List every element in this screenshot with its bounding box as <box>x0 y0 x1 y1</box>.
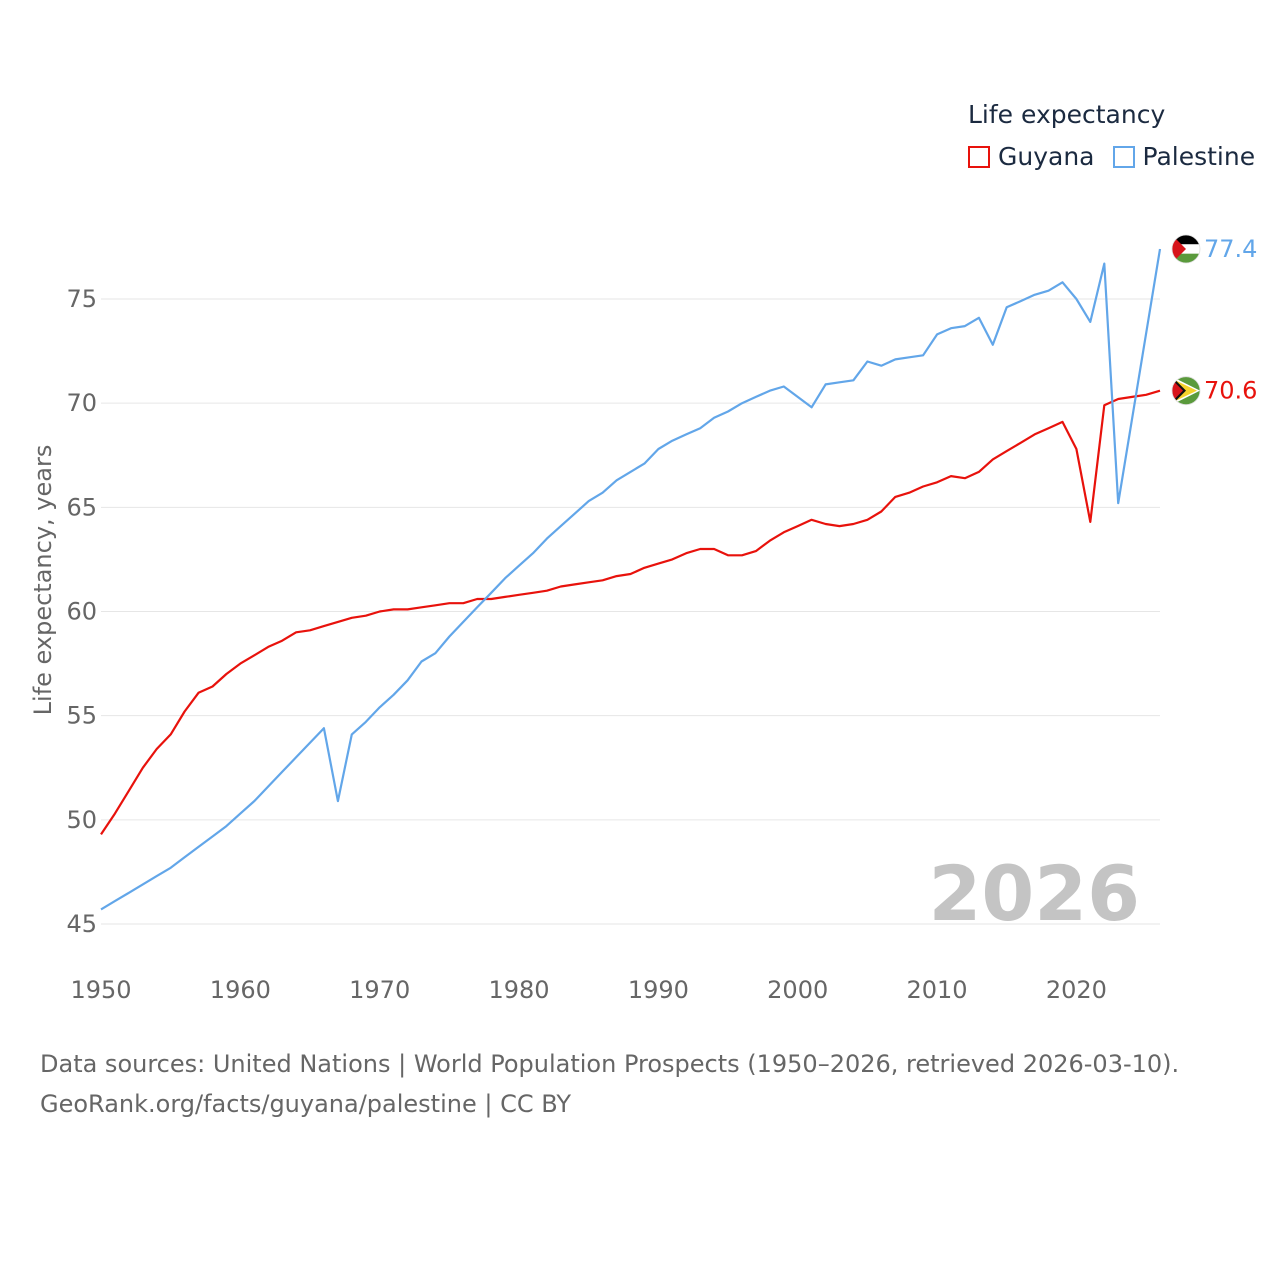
x-tick-1950: 1950 <box>70 976 131 1004</box>
end-label-guyana: 70.6 <box>1204 377 1257 405</box>
y-axis-label: Life expectancy, years <box>29 445 57 716</box>
x-axis-ticks: 1950 1960 1970 1980 1990 2000 2010 2020 <box>70 976 1106 1004</box>
x-tick-1990: 1990 <box>628 976 689 1004</box>
y-tick-60: 60 <box>66 598 97 626</box>
palestine-flag-icon <box>1171 234 1201 264</box>
legend-swatch-guyana <box>968 145 990 168</box>
x-tick-1970: 1970 <box>349 976 410 1004</box>
y-tick-55: 55 <box>66 702 97 730</box>
series-end-markers: 70.6 77.4 <box>1171 234 1257 406</box>
end-label-palestine: 77.4 <box>1204 235 1257 263</box>
legend-item-palestine[interactable]: Palestine <box>1112 142 1256 171</box>
guyana-flag-icon <box>1171 376 1201 406</box>
data-sources: Data sources: United Nations | World Pop… <box>40 1044 1179 1124</box>
legend-swatch-palestine <box>1112 145 1135 168</box>
y-tick-75: 75 <box>66 285 97 313</box>
legend-label-guyana: Guyana <box>998 142 1095 171</box>
x-tick-2010: 2010 <box>907 976 968 1004</box>
series-lines <box>100 248 1162 911</box>
legend-item-guyana[interactable]: Guyana <box>968 142 1095 171</box>
legend-label-palestine: Palestine <box>1142 142 1256 171</box>
x-tick-2020: 2020 <box>1046 976 1107 1004</box>
series-line-palestine <box>100 248 1162 911</box>
x-tick-1980: 1980 <box>488 976 549 1004</box>
gridlines <box>101 298 1160 925</box>
source-line: Data sources: United Nations | World Pop… <box>40 1050 1180 1078</box>
x-tick-2000: 2000 <box>767 976 828 1004</box>
y-tick-50: 50 <box>66 806 97 834</box>
y-tick-65: 65 <box>66 493 97 521</box>
legend: Guyana Palestine <box>968 142 1273 171</box>
y-tick-45: 45 <box>66 910 97 938</box>
legend-title: Life expectancy <box>968 100 1166 129</box>
credit-line[interactable]: GeoRank.org/facts/guyana/palestine | CC … <box>40 1090 572 1118</box>
y-axis-ticks: 45 50 55 60 65 70 75 <box>66 285 97 938</box>
x-tick-1960: 1960 <box>210 976 271 1004</box>
y-tick-70: 70 <box>66 389 97 417</box>
series-line-guyana <box>100 389 1161 836</box>
current-year-label: 2026 <box>928 849 1140 938</box>
